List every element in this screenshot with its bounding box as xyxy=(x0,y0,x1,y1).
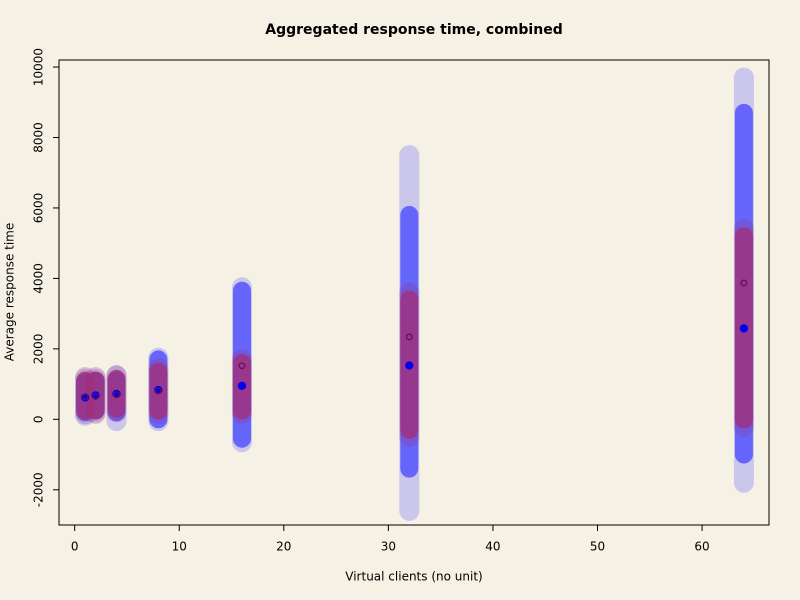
y-tick-label: 2000 xyxy=(32,334,46,365)
x-tick-label: 10 xyxy=(172,540,187,554)
y-tick-label: 10000 xyxy=(32,48,46,86)
y-tick-label: -2000 xyxy=(32,472,46,507)
mean-point xyxy=(81,393,89,401)
mean-point xyxy=(740,279,748,287)
x-tick-label: 60 xyxy=(694,540,709,554)
mean-point xyxy=(92,392,100,400)
x-tick-label: 0 xyxy=(71,540,79,554)
mean-point xyxy=(154,387,162,395)
plot-frame xyxy=(58,59,770,526)
chart-title: Aggregated response time, combined xyxy=(265,22,562,38)
mean-point xyxy=(405,361,414,370)
x-tick-label: 20 xyxy=(276,540,291,554)
y-tick-label: 6000 xyxy=(32,193,46,224)
x-tick-label: 50 xyxy=(590,540,605,554)
y-tick-label: 4000 xyxy=(32,263,46,294)
mean-point xyxy=(405,333,413,341)
mean-point xyxy=(237,381,247,391)
x-axis-label: Virtual clients (no unit) xyxy=(345,570,482,584)
y-axis-label: Average response time xyxy=(3,223,17,362)
mean-point xyxy=(238,362,246,370)
y-tick-label: 8000 xyxy=(32,122,46,153)
plot-area xyxy=(75,67,754,521)
y-tick-label: 0 xyxy=(32,415,46,423)
mean-point xyxy=(739,324,749,333)
mean-point xyxy=(113,391,120,399)
x-tick-label: 30 xyxy=(381,540,396,554)
x-tick-label: 40 xyxy=(485,540,500,554)
